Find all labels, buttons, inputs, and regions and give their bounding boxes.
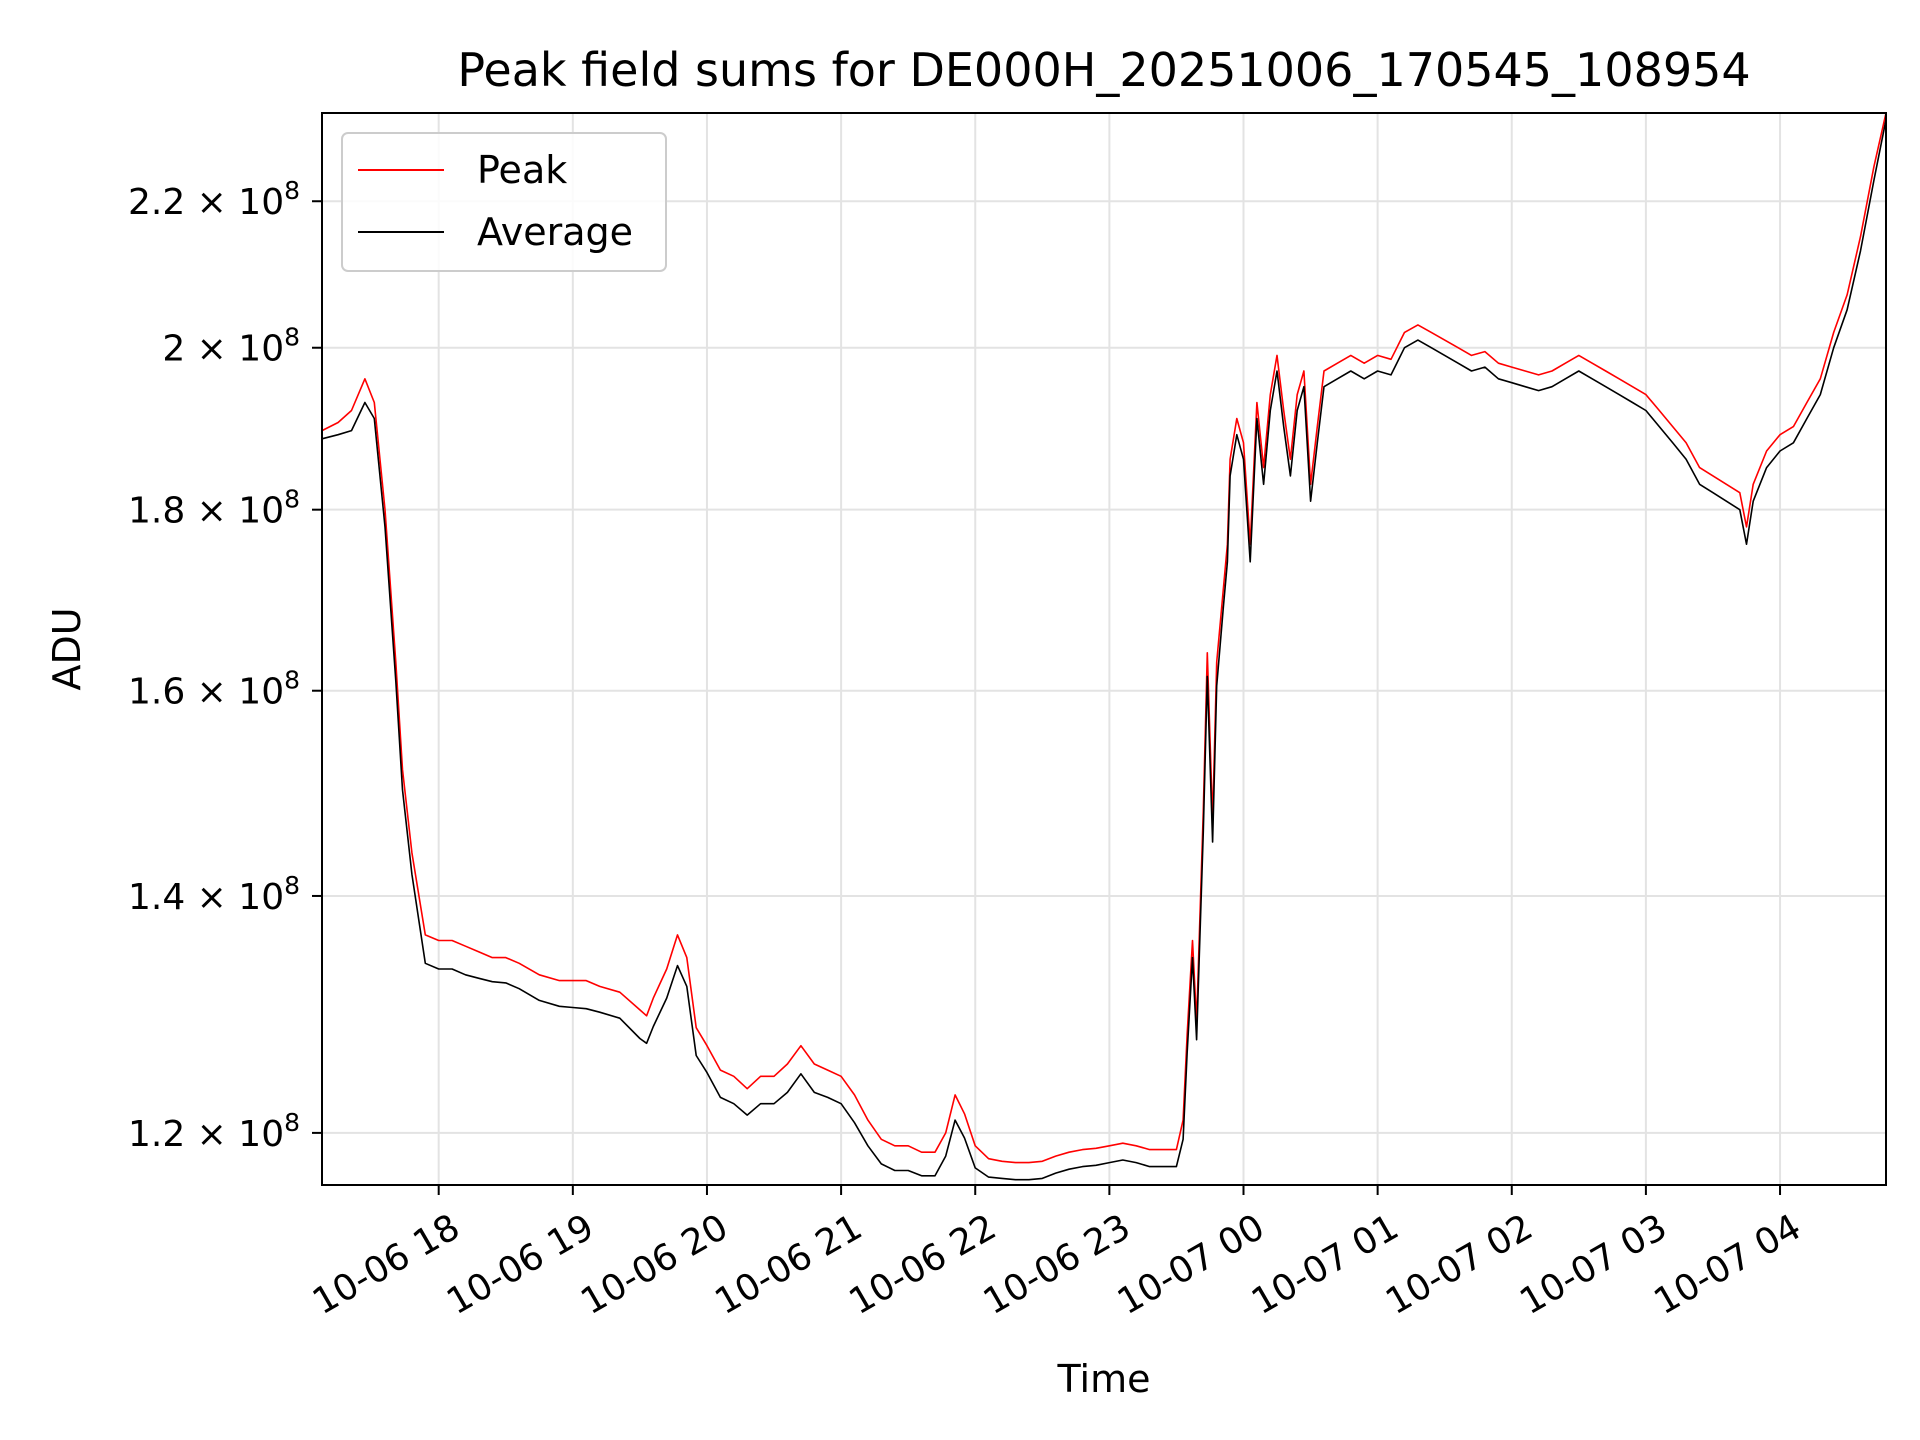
y-tick-base: × 10 bbox=[185, 329, 284, 370]
y-tick-base: × 10 bbox=[185, 1114, 284, 1155]
y-tick-mantissa: 2 bbox=[162, 329, 185, 370]
y-tick-base: × 10 bbox=[185, 877, 284, 918]
y-tick-label: 2 × 108 bbox=[162, 323, 300, 370]
series-line-average bbox=[321, 119, 1887, 1181]
y-tick-mantissa: 2.2 bbox=[128, 182, 185, 223]
chart-title: Peak field sums for DE000H_20251006_1705… bbox=[457, 43, 1750, 97]
y-tick-label: 1.6 × 108 bbox=[128, 666, 300, 713]
y-tick-mantissa: 1.8 bbox=[128, 491, 185, 532]
y-axis-title: ADU bbox=[45, 607, 89, 690]
y-tick-label: 2.2 × 108 bbox=[128, 176, 300, 223]
y-tick-label: 1.4 × 108 bbox=[128, 871, 300, 918]
plot-frame bbox=[321, 112, 1887, 1186]
x-axis-title: Time bbox=[1057, 1357, 1151, 1401]
y-tick-exponent: 8 bbox=[284, 1108, 300, 1137]
plot-lines bbox=[321, 112, 1887, 1181]
y-tick-label: 1.2 × 108 bbox=[128, 1108, 300, 1155]
legend: Peak Average bbox=[341, 132, 667, 272]
y-tick-label: 1.8 × 108 bbox=[128, 485, 300, 532]
legend-label-average: Average bbox=[477, 210, 633, 254]
y-tick-exponent: 8 bbox=[284, 871, 300, 900]
y-tick-mantissa: 1.4 bbox=[128, 877, 185, 918]
y-tick-base: × 10 bbox=[185, 182, 284, 223]
y-tick-exponent: 8 bbox=[284, 176, 300, 205]
y-tick-exponent: 8 bbox=[284, 323, 300, 352]
y-tick-exponent: 8 bbox=[284, 485, 300, 514]
y-tick-mantissa: 1.6 bbox=[128, 672, 185, 713]
legend-label-peak: Peak bbox=[477, 148, 567, 192]
y-tick-mantissa: 1.2 bbox=[128, 1114, 185, 1155]
legend-box bbox=[341, 132, 667, 272]
y-tick-base: × 10 bbox=[185, 672, 284, 713]
series-line-peak bbox=[321, 112, 1887, 1164]
grid bbox=[322, 113, 1886, 1185]
y-tick-exponent: 8 bbox=[284, 666, 300, 695]
y-tick-base: × 10 bbox=[185, 491, 284, 532]
